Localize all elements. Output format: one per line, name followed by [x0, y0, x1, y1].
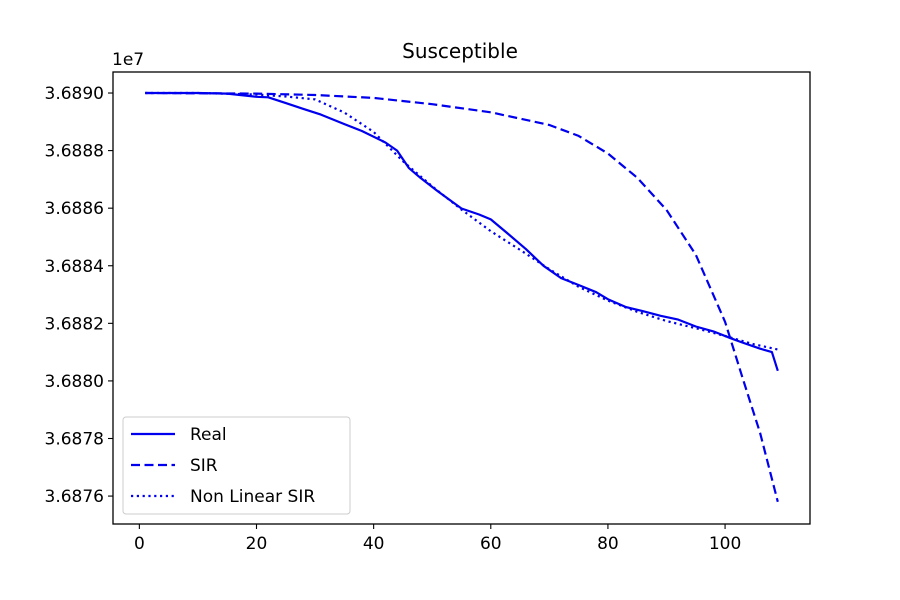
x-tick-label: 100	[709, 534, 741, 554]
y-tick-label: 3.6882	[45, 314, 104, 334]
y-tick-label: 3.6886	[45, 199, 104, 219]
x-axis: 0 20 40 60 80 100	[134, 524, 741, 554]
y-offset-label: 1e7	[112, 50, 144, 70]
y-tick-label: 3.6884	[45, 257, 104, 277]
legend-box	[122, 416, 351, 515]
legend-label-non-linear-sir: Non Linear SIR	[190, 487, 315, 507]
y-axis: 3.6876 3.6878 3.6880 3.6882 3.6884 3.6886 3.68…	[45, 84, 113, 507]
x-tick-label: 20	[246, 534, 268, 554]
y-tick-label: 3.6890	[45, 84, 104, 104]
series-line-sir	[145, 91, 779, 503]
series-line-real	[145, 91, 779, 372]
y-tick-label: 3.6888	[45, 142, 104, 162]
x-tick-label: 60	[480, 534, 502, 554]
y-tick-label: 3.6880	[45, 372, 104, 392]
y-tick-label: 3.6878	[45, 429, 104, 449]
legend-label-real: Real	[190, 425, 227, 445]
legend-label-sir: SIR	[190, 456, 218, 476]
chart-title: Susceptible	[402, 39, 518, 63]
x-tick-label: 40	[363, 534, 385, 554]
x-tick-label: 80	[597, 534, 619, 554]
series-line-non-linear-sir	[145, 91, 779, 351]
y-tick-label: 3.6876	[45, 487, 104, 507]
plot-frame	[112, 71, 811, 525]
legend: Real SIR Non Linear SIR	[122, 416, 351, 515]
x-tick-label: 0	[134, 534, 145, 554]
series-layer	[145, 91, 779, 503]
